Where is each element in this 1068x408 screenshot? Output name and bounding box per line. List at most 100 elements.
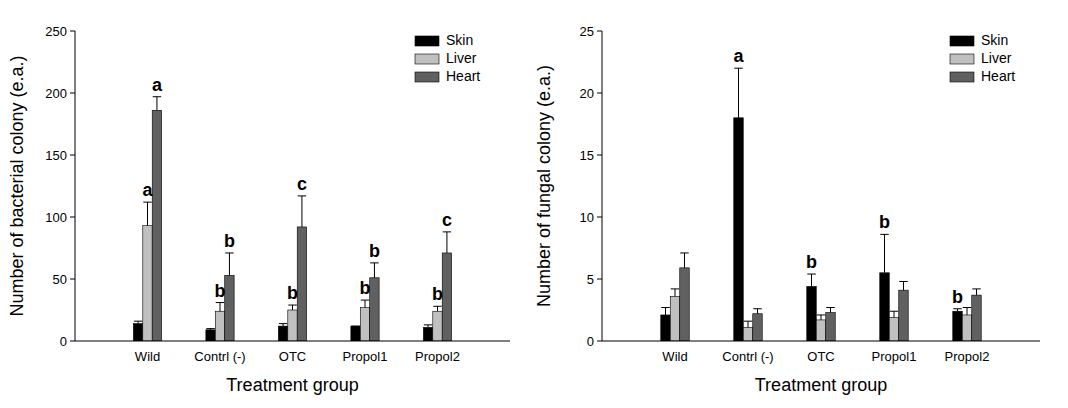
error-cap bbox=[826, 307, 835, 308]
error-cap bbox=[134, 321, 142, 322]
error-cap bbox=[817, 314, 826, 315]
error-bar bbox=[817, 315, 826, 320]
error-bar bbox=[744, 321, 753, 327]
error-cap bbox=[661, 307, 670, 308]
error-bar bbox=[826, 308, 835, 313]
error-cap bbox=[351, 326, 359, 327]
bar bbox=[133, 324, 142, 341]
bar bbox=[670, 296, 679, 341]
annotation: b bbox=[806, 252, 817, 272]
error-bar bbox=[370, 263, 378, 278]
plot-area bbox=[133, 97, 451, 341]
error-bar bbox=[953, 309, 962, 311]
error-line bbox=[967, 308, 968, 315]
y-tick-label: 10 bbox=[580, 210, 594, 225]
error-line bbox=[147, 202, 148, 226]
bar bbox=[661, 315, 670, 341]
y-tick-label: 100 bbox=[45, 210, 67, 225]
legend-label: Heart bbox=[446, 68, 480, 84]
bar bbox=[206, 330, 215, 341]
error-bar bbox=[288, 305, 296, 310]
y-tick-label: 20 bbox=[580, 86, 594, 101]
error-bar bbox=[143, 202, 151, 226]
error-line bbox=[830, 308, 831, 313]
error-bar bbox=[216, 303, 224, 312]
error-cap bbox=[216, 302, 224, 303]
legend-swatch bbox=[415, 72, 439, 82]
error-bar bbox=[972, 289, 981, 295]
error-cap bbox=[298, 195, 306, 196]
error-bar bbox=[963, 308, 972, 315]
error-cap bbox=[206, 328, 214, 329]
error-cap bbox=[880, 234, 889, 235]
x-axis bbox=[75, 341, 510, 342]
error-cap bbox=[424, 324, 432, 325]
bar bbox=[753, 314, 762, 341]
y-tick bbox=[597, 155, 602, 156]
annotation: a bbox=[142, 180, 153, 200]
x-tick-label: Propol2 bbox=[415, 349, 460, 364]
y-tick-label: 150 bbox=[45, 148, 67, 163]
y-axis bbox=[602, 31, 603, 341]
y-tick bbox=[597, 31, 602, 32]
x-tick-label: Contrl (-) bbox=[722, 349, 773, 364]
bar bbox=[225, 275, 234, 341]
x-tick-label: Wild bbox=[662, 349, 687, 364]
error-bar bbox=[671, 289, 680, 296]
y-axis-title: Number of bacterial colony (e.a.) bbox=[7, 55, 27, 316]
error-bar bbox=[880, 234, 889, 272]
y-axis-title: Number of fungal colony (e.a.) bbox=[534, 65, 554, 307]
error-line bbox=[365, 300, 366, 307]
y-tick-label: 50 bbox=[53, 272, 67, 287]
x-tick-label: Contrl (-) bbox=[194, 349, 245, 364]
error-cap bbox=[443, 231, 451, 232]
bar bbox=[816, 320, 825, 341]
error-line bbox=[437, 306, 438, 311]
error-bar bbox=[134, 321, 142, 323]
bar bbox=[972, 295, 981, 341]
error-line bbox=[665, 308, 666, 315]
error-cap bbox=[225, 252, 233, 253]
annotation: b bbox=[952, 287, 963, 307]
x-tick-label: OTC bbox=[807, 349, 834, 364]
error-bar bbox=[298, 196, 306, 227]
error-line bbox=[811, 274, 812, 286]
bar bbox=[807, 286, 816, 341]
legend: SkinLiverHeart bbox=[415, 32, 480, 84]
error-cap bbox=[288, 305, 296, 306]
x-tick-label: Propol2 bbox=[945, 349, 990, 364]
annotation: b bbox=[215, 281, 226, 301]
error-cap bbox=[744, 321, 753, 322]
error-bar bbox=[899, 281, 908, 290]
figure: 050100150200250WildContrl (-)OTCPropol1P… bbox=[0, 0, 1068, 408]
error-bar bbox=[351, 326, 359, 327]
annotation: b bbox=[224, 231, 235, 251]
error-bar bbox=[361, 300, 369, 307]
error-line bbox=[292, 305, 293, 310]
y-tick bbox=[70, 341, 75, 342]
error-cap bbox=[680, 252, 689, 253]
bar bbox=[370, 278, 379, 341]
annotation: a bbox=[152, 75, 163, 95]
error-bar bbox=[680, 253, 689, 268]
y-tick bbox=[70, 217, 75, 218]
error-bar bbox=[153, 97, 161, 111]
annotation: b bbox=[432, 284, 443, 304]
y-tick-label: 5 bbox=[587, 272, 594, 287]
error-cap bbox=[890, 311, 899, 312]
legend-label: Skin bbox=[446, 32, 473, 48]
chart: 050100150200250WildContrl (-)OTCPropol1P… bbox=[7, 24, 510, 396]
error-cap bbox=[143, 202, 151, 203]
legend-swatch bbox=[950, 72, 974, 82]
error-line bbox=[821, 315, 822, 320]
error-line bbox=[748, 321, 749, 327]
error-line bbox=[884, 234, 885, 272]
y-tick-label: 15 bbox=[580, 148, 594, 163]
y-tick-label: 0 bbox=[60, 334, 67, 349]
x-axis-title: Treatment group bbox=[226, 375, 358, 395]
error-cap bbox=[807, 274, 816, 275]
annotation: b bbox=[287, 283, 298, 303]
y-tick bbox=[70, 155, 75, 156]
error-line bbox=[894, 311, 895, 317]
error-bar bbox=[734, 68, 743, 118]
